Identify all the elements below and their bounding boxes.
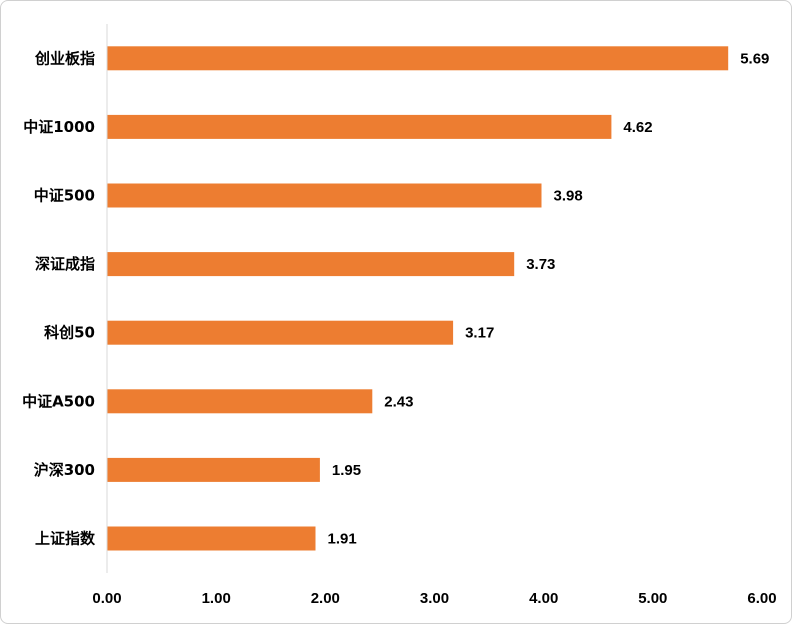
category-label: 中证A500: [22, 392, 95, 410]
data-label: 3.73: [526, 256, 555, 273]
data-label: 2.43: [384, 393, 413, 410]
category-label: 沪深300: [34, 461, 95, 479]
data-label: 4.62: [623, 119, 652, 136]
data-label: 1.95: [332, 462, 361, 479]
x-tick-label: 5.00: [638, 590, 667, 607]
data-label: 3.98: [554, 188, 583, 205]
bar: [107, 526, 316, 551]
x-tick-label: 4.00: [529, 590, 558, 607]
data-label: 3.17: [465, 325, 494, 342]
data-label: 1.91: [328, 531, 357, 548]
x-tick-label: 2.00: [311, 590, 340, 607]
x-tick-label: 1.00: [202, 590, 231, 607]
x-tick-label: 3.00: [420, 590, 449, 607]
x-tick-label: 6.00: [747, 590, 776, 607]
bar: [107, 252, 515, 277]
category-label: 创业板指: [34, 49, 95, 67]
category-label: 中证500: [34, 187, 95, 205]
bar: [107, 183, 542, 208]
bar: [107, 389, 373, 414]
bar: [107, 114, 612, 139]
category-label: 中证1000: [23, 118, 95, 136]
category-label: 科创50: [44, 324, 95, 342]
category-label: 上证指数: [35, 530, 96, 548]
x-tick-label: 0.00: [92, 590, 121, 607]
bar: [107, 320, 454, 345]
bar: [107, 46, 729, 71]
data-label: 5.69: [740, 50, 769, 67]
category-label: 深证成指: [35, 255, 95, 273]
bar: [107, 457, 320, 482]
